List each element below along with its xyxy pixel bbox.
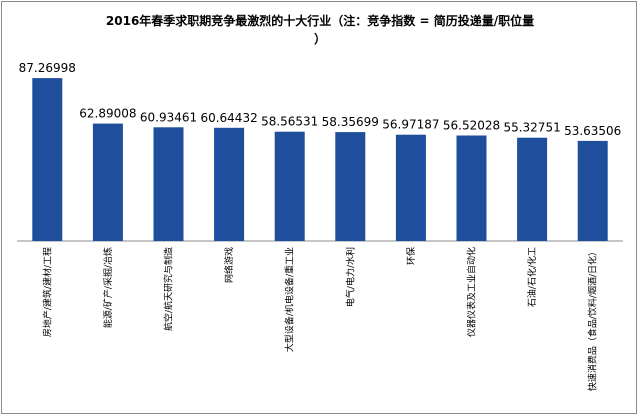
category-label-1: 房地产/建筑/建材/工程: [41, 247, 53, 337]
data-label-9: 55.32751: [503, 121, 560, 135]
data-label-2: 62.89008: [79, 107, 136, 121]
bar-10: [577, 140, 608, 241]
bar-9: [517, 137, 548, 241]
bar-5: [274, 131, 305, 241]
category-label-9: 石油/石化/化工: [526, 247, 538, 307]
data-label-3: 60.93461: [140, 110, 197, 124]
category-label-2: 能源/矿产/采掘/冶炼: [102, 247, 114, 328]
chart-title-line2: ）: [313, 32, 326, 46]
data-label-10: 53.63506: [564, 124, 621, 138]
bar-2: [92, 123, 123, 241]
data-label-8: 56.52028: [443, 119, 500, 133]
data-label-4: 60.64432: [200, 111, 257, 125]
category-label-5: 大型设备/机电设备/重工业: [284, 247, 296, 352]
category-label-10: 快速消费品（食品/饮料/烟酒/日化）: [587, 247, 599, 391]
chart-title-line1: 2016年春季求职期竞争最激烈的十大行业（注：竞争指数 = 简历投递量/职位量: [105, 14, 535, 28]
bar-3: [153, 127, 184, 241]
category-label-8: 仪器仪表及工业自动化: [466, 247, 478, 337]
bar-1: [32, 78, 63, 241]
bar-7: [395, 134, 426, 241]
data-label-5: 58.56531: [261, 115, 318, 129]
category-label-7: 环保: [405, 247, 417, 265]
data-label-1: 87.26998: [19, 61, 76, 75]
category-label-6: 电气/电力/水利: [344, 247, 356, 307]
data-label-6: 58.35699: [322, 115, 379, 129]
bar-6: [335, 132, 366, 241]
category-label-4: 网络游戏: [223, 247, 235, 283]
bar-8: [456, 135, 487, 241]
chart-title: 2016年春季求职期竞争最激烈的十大行业（注：竞争指数 = 简历投递量/职位量 …: [0, 12, 640, 48]
bar-4: [214, 127, 245, 241]
category-label-3: 航空/航天研究与制造: [163, 247, 175, 331]
data-label-7: 56.97187: [382, 118, 439, 132]
